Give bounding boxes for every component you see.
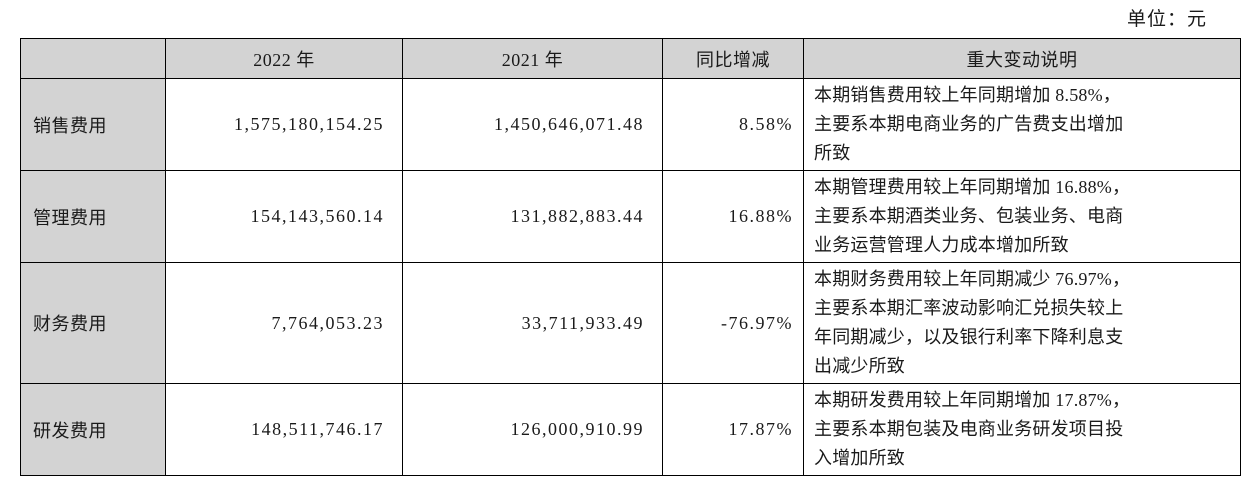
sales-expense-2021: 1,450,646,071.48: [402, 78, 663, 171]
table-row: 研发费用 148,511,746.17 126,000,910.99 17.87…: [20, 383, 1241, 476]
row-label-finance-expense: 财务费用: [20, 262, 166, 384]
rd-expense-change: 17.87%: [662, 383, 804, 476]
expense-comparison-table: 2022 年 2021 年 同比增减 重大变动说明 销售费用 1,575,180…: [20, 38, 1241, 476]
header-2022: 2022 年: [165, 38, 403, 79]
rd-expense-2021: 126,000,910.99: [402, 383, 663, 476]
rd-expense-note: 本期研发费用较上年同期增加 17.87%， 主要系本期包装及电商业务研发项目投 …: [803, 383, 1241, 476]
header-2021: 2021 年: [402, 38, 663, 79]
unit-label: 单位：元: [1126, 9, 1207, 30]
sales-expense-2022: 1,575,180,154.25: [165, 78, 403, 171]
finance-expense-2021: 33,711,933.49: [402, 262, 663, 384]
row-label-rd-expense: 研发费用: [20, 383, 166, 476]
table-row: 管理费用 154,143,560.14 131,882,883.44 16.88…: [20, 170, 1241, 263]
finance-expense-note: 本期财务费用较上年同期减少 76.97%， 主要系本期汇率波动影响汇兑损失较上 …: [803, 262, 1241, 384]
table-row: 财务费用 7,764,053.23 33,711,933.49 -76.97% …: [20, 262, 1241, 384]
admin-expense-note: 本期管理费用较上年同期增加 16.88%， 主要系本期酒类业务、包装业务、电商 …: [803, 170, 1241, 263]
admin-expense-change: 16.88%: [662, 170, 804, 263]
table-row: 销售费用 1,575,180,154.25 1,450,646,071.48 8…: [20, 78, 1241, 171]
admin-expense-2022: 154,143,560.14: [165, 170, 403, 263]
header-yoy-change: 同比增减: [662, 38, 804, 79]
row-label-admin-expense: 管理费用: [20, 170, 166, 263]
row-label-sales-expense: 销售费用: [20, 78, 166, 171]
finance-expense-2022: 7,764,053.23: [165, 262, 403, 384]
sales-expense-change: 8.58%: [662, 78, 804, 171]
finance-expense-change: -76.97%: [662, 262, 804, 384]
table-header-row: 2022 年 2021 年 同比增减 重大变动说明: [20, 38, 1241, 79]
rd-expense-2022: 148,511,746.17: [165, 383, 403, 476]
header-blank: [20, 38, 166, 79]
header-change-explanation: 重大变动说明: [803, 38, 1241, 79]
sales-expense-note: 本期销售费用较上年同期增加 8.58%， 主要系本期电商业务的广告费支出增加 所…: [803, 78, 1241, 171]
admin-expense-2021: 131,882,883.44: [402, 170, 663, 263]
